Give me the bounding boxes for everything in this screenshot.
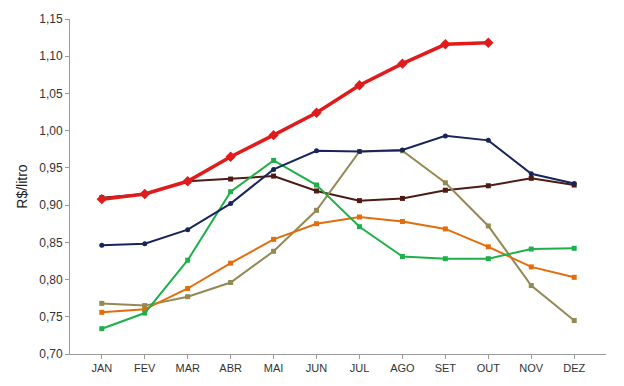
svg-text:DEZ: DEZ xyxy=(563,362,585,374)
svg-text:JAN: JAN xyxy=(91,362,112,374)
svg-text:ABR: ABR xyxy=(219,362,242,374)
svg-text:MAI: MAI xyxy=(264,362,284,374)
svg-text:1,15: 1,15 xyxy=(39,12,63,26)
svg-text:0,70: 0,70 xyxy=(39,347,63,361)
svg-text:R$/litro: R$/litro xyxy=(14,164,30,209)
svg-text:0,80: 0,80 xyxy=(39,273,63,287)
svg-text:JUL: JUL xyxy=(350,362,370,374)
svg-text:1,00: 1,00 xyxy=(39,124,63,138)
svg-text:AGO: AGO xyxy=(390,362,415,374)
svg-text:JUN: JUN xyxy=(306,362,327,374)
svg-text:1,10: 1,10 xyxy=(39,49,63,63)
svg-text:MAR: MAR xyxy=(175,362,200,374)
svg-text:OUT: OUT xyxy=(477,362,501,374)
svg-text:NOV: NOV xyxy=(519,362,544,374)
svg-text:1,05: 1,05 xyxy=(39,87,63,101)
svg-text:0,90: 0,90 xyxy=(39,198,63,212)
svg-text:0,85: 0,85 xyxy=(39,236,63,250)
svg-text:0,95: 0,95 xyxy=(39,161,63,175)
svg-text:0,75: 0,75 xyxy=(39,310,63,324)
svg-text:SET: SET xyxy=(435,362,457,374)
svg-text:FEV: FEV xyxy=(134,362,156,374)
